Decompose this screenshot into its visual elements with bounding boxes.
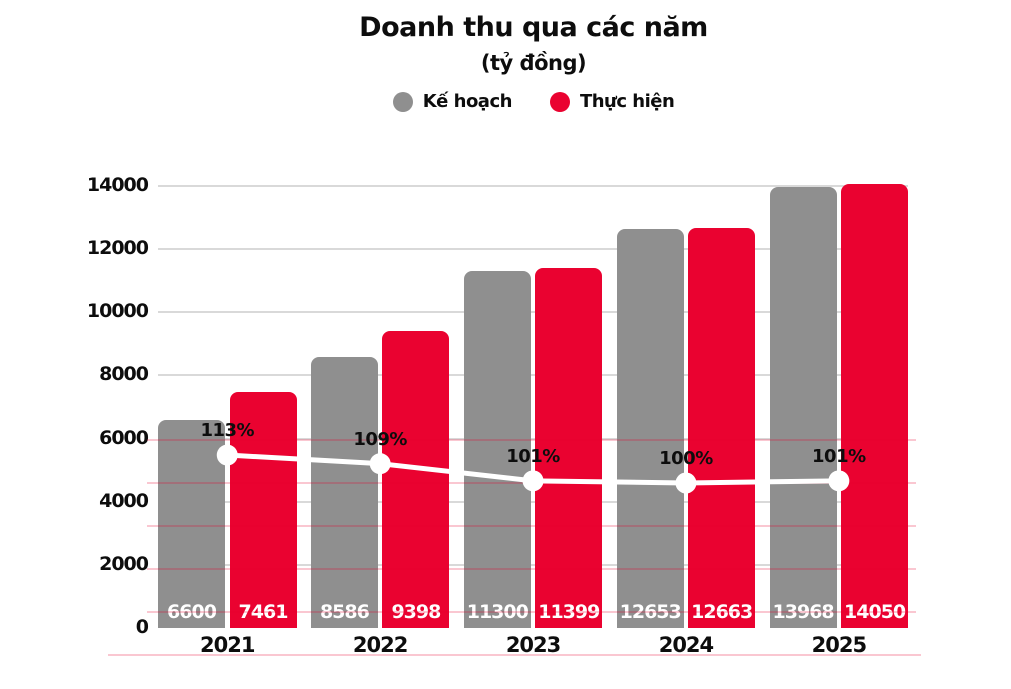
x-tick-2025: 2025 [811,633,867,657]
bar-thuc-hien-2022 [382,331,450,628]
legend: Kế hoạch Thực hiện [56,91,1011,112]
chart-subtitle: (tỷ đồng) [480,51,587,75]
percent-label-2025: 101% [812,445,866,467]
gridline-2000 [158,563,909,566]
bar-thuc-hien-2023 [535,268,603,628]
y-tick-10000: 10000 [86,300,149,323]
bar-ke-hoach-2023 [463,271,531,628]
bar-value-label: 9398 [391,601,441,623]
y-tick-4000: 4000 [99,489,149,512]
bar-value-label: 13968 [772,601,835,623]
x-tick-2024: 2024 [658,633,714,657]
percent-label-2021: 113% [200,420,255,442]
y-tick-14000: 14000 [86,174,149,196]
bar-value-label: 14050 [844,601,906,623]
bar-value-label: 12663 [691,601,753,623]
x-tick-2023: 2023 [505,633,561,657]
bar-value-label: 6600 [167,601,217,623]
bar-value-label: 11399 [538,601,600,623]
bar-thuc-hien-2024 [688,228,756,628]
gridline-6000 [158,437,909,440]
bar-ke-hoach-2022 [310,356,378,628]
y-tick-12000: 12000 [86,237,149,260]
y-tick-2000: 2000 [99,552,149,575]
y-tick-8000: 8000 [99,363,149,386]
chart-title: Doanh thu qua các năm [359,12,708,43]
legend-label-ke-hoach: Kế hoạch [422,91,513,112]
bar-value-label: 8586 [319,601,370,623]
bar-ke-hoach-2024 [616,228,684,628]
gridline-8000 [158,374,909,377]
legend-label-thuc-hien: Thực hiện [579,91,675,112]
x-tick-2021: 2021 [200,633,255,657]
ke-hoach-circle-icon [392,91,413,112]
legend-item-thuc-hien: Thực hiện [549,91,675,112]
chart-header: Doanh thu qua các năm (tỷ đồng) Kế hoạch… [0,0,1011,112]
gridline-12000 [158,248,909,251]
bar-ke-hoach-2021 [158,419,225,628]
gridline-14000 [158,185,909,187]
gridline-4000 [158,500,909,503]
legend-item-ke-hoach: Kế hoạch [392,91,513,112]
gridline-10000 [158,311,909,314]
bar-value-label: 11300 [466,601,529,623]
y-tick-0: 0 [135,616,149,638]
bar-thuc-hien-2021 [229,392,297,628]
bar-value-label: 12653 [619,601,682,623]
y-tick-6000: 6000 [99,426,149,449]
bar-thuc-hien-2025 [841,184,909,628]
percent-label-2023: 101% [506,445,560,467]
bar-value-label: 7461 [238,601,289,623]
thuc-hien-circle-icon [549,91,570,112]
x-tick-2022: 2022 [352,633,408,657]
percent-label-2022: 109% [353,428,407,450]
percent-label-2024: 100% [659,448,713,469]
bar-ke-hoach-2025 [769,187,837,628]
